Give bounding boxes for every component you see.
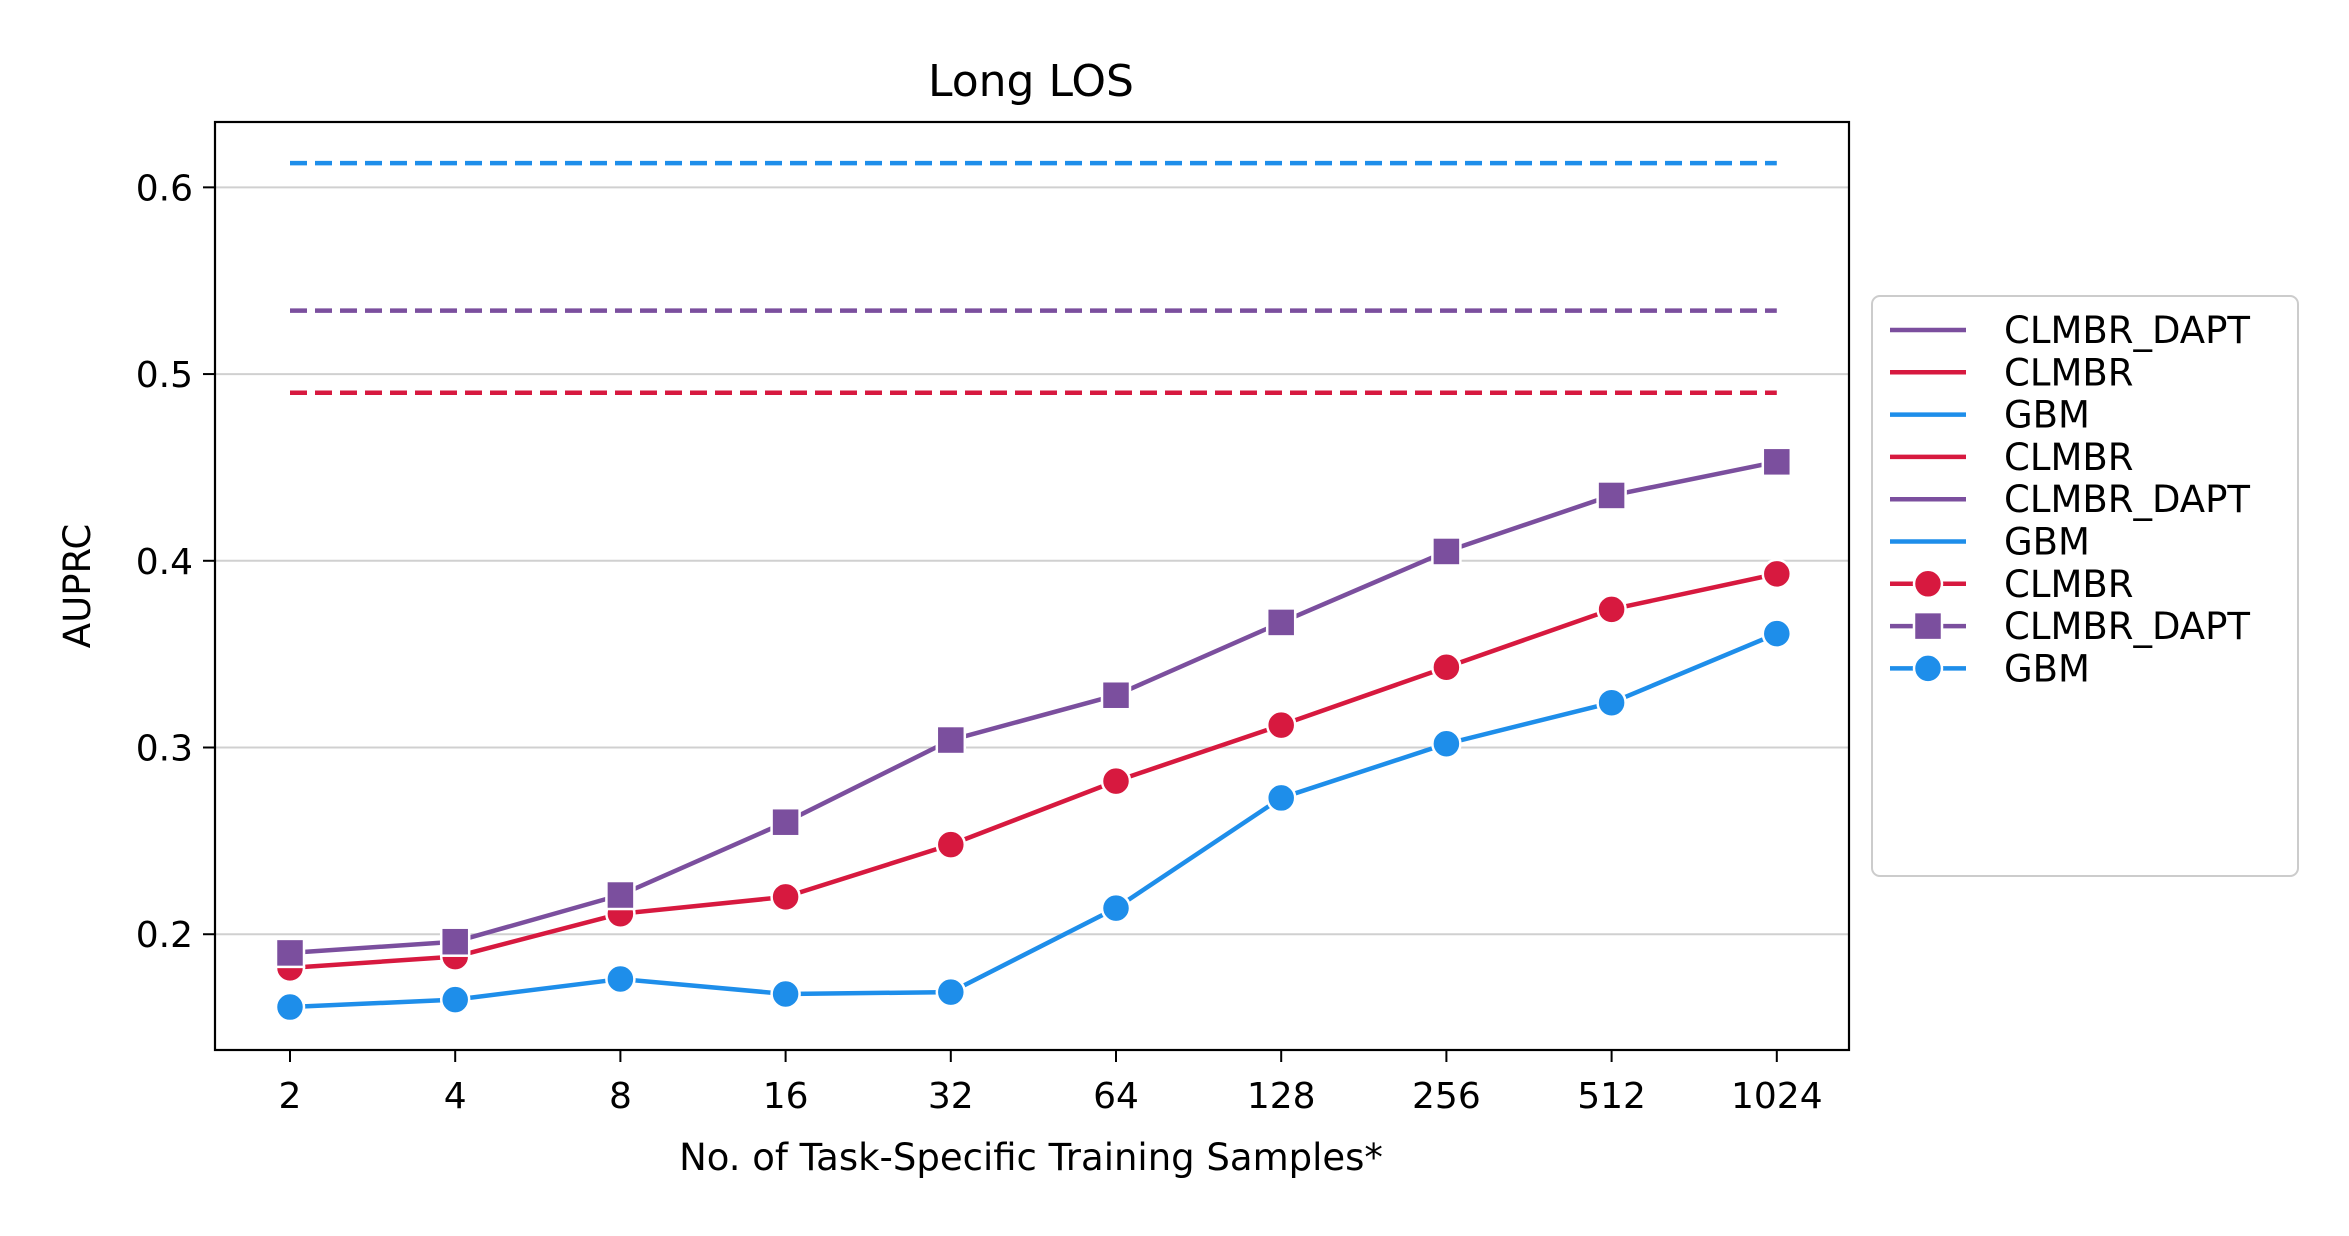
x-tick-label: 2: [279, 1076, 302, 1117]
data-point: [770, 978, 801, 1010]
y-tick-label: 0.3: [136, 729, 193, 770]
y-tick-label: 0.5: [136, 355, 193, 396]
data-point: [1761, 558, 1793, 590]
legend-marker: [1912, 610, 1944, 642]
baseline-lines: [290, 160, 1777, 395]
x-tick-label: 256: [1412, 1076, 1481, 1117]
x-tick-label: 512: [1577, 1076, 1646, 1117]
data-point: [1100, 892, 1132, 924]
y-tick-label: 0.2: [136, 915, 193, 956]
legend-box: [1871, 295, 2299, 877]
legend-label: CLMBR: [2004, 436, 2133, 479]
data-point: [605, 963, 636, 995]
data-point: [1265, 782, 1297, 814]
legend: CLMBR_DAPTCLMBRGBMCLMBRCLMBR_DAPTGBMCLMB…: [1871, 295, 2299, 877]
legend-label: CLMBR: [2004, 351, 2133, 394]
data-point: [1431, 728, 1462, 760]
data-point: [1265, 607, 1297, 638]
legend-label: GBM: [2004, 521, 2090, 564]
y-axis-label: AUPRC: [56, 524, 99, 648]
y-tick-label: 0.4: [136, 542, 193, 583]
data-point: [1761, 618, 1793, 649]
x-tick-label: 16: [763, 1076, 809, 1117]
legend-marker: [1912, 568, 1944, 600]
x-tick-label: 32: [928, 1076, 974, 1117]
x-tick-label: 64: [1093, 1076, 1139, 1117]
series-line: [289, 459, 1778, 956]
y-tick-label: 0.6: [136, 168, 193, 209]
data-point: [935, 829, 967, 860]
data-point: [1100, 679, 1132, 711]
data-point: [935, 724, 967, 756]
data-point: [439, 984, 471, 1015]
data-point: [770, 806, 801, 838]
data-point: [1596, 480, 1627, 511]
legend-label: CLMBR_DAPT: [2004, 309, 2250, 352]
data-series: [274, 446, 1793, 1023]
x-tick-label: 8: [609, 1076, 632, 1117]
legend-label: CLMBR: [2004, 563, 2133, 606]
x-axis-ticks: 2 4 8 16 32 64 128 256 512 1024: [279, 1050, 1823, 1117]
data-point: [1596, 687, 1627, 718]
data-point: [1761, 446, 1793, 478]
x-axis-label: No. of Task-Specific Training Samples*: [679, 1136, 1383, 1179]
grid-lines: [215, 186, 1849, 936]
data-point: [274, 991, 306, 1023]
data-point: [1596, 594, 1627, 625]
chart-title: Long LOS: [928, 56, 1134, 107]
x-tick-label: 4: [444, 1076, 467, 1117]
x-tick-label: 128: [1247, 1076, 1316, 1117]
x-tick-label: 1024: [1731, 1076, 1823, 1117]
data-point: [274, 937, 306, 969]
plot-area-frame: [213, 120, 1851, 1052]
data-point: [1265, 709, 1297, 741]
data-point: [1100, 765, 1132, 797]
legend-label: GBM: [2004, 647, 2090, 690]
data-point: [1431, 651, 1462, 683]
data-point: [935, 976, 967, 1008]
series-line: [289, 571, 1778, 971]
y-axis-ticks: 0.2 0.3 0.4 0.5 0.6: [136, 168, 215, 956]
series-line: [289, 631, 1778, 1010]
legend-label: GBM: [2004, 394, 2090, 437]
data-point: [1431, 536, 1462, 567]
legend-label: CLMBR_DAPT: [2004, 478, 2250, 521]
legend-marker: [1912, 653, 1944, 684]
data-point: [770, 881, 801, 913]
legend-label: CLMBR_DAPT: [2004, 605, 2250, 648]
data-point: [605, 879, 636, 911]
data-point: [439, 926, 471, 957]
